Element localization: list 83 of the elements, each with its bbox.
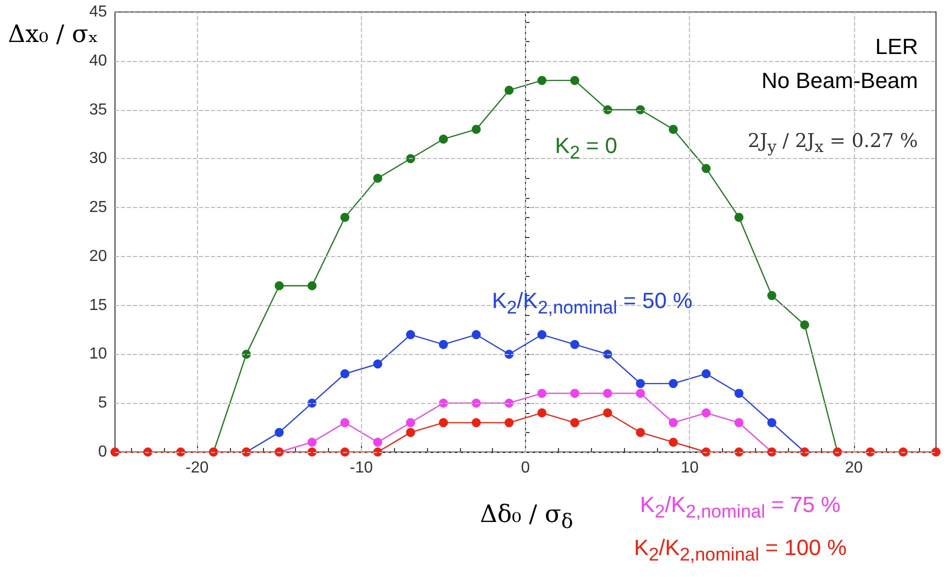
point — [800, 320, 810, 330]
x-tick-label: -20 — [186, 460, 209, 476]
point — [373, 438, 382, 447]
point — [308, 438, 317, 447]
point — [373, 360, 382, 368]
point — [340, 212, 350, 222]
x-tick-label: -10 — [350, 460, 373, 476]
point — [767, 291, 776, 300]
point — [537, 408, 546, 418]
point — [340, 418, 350, 428]
point — [603, 105, 612, 114]
series-label: K$_{2}$ = 0 — [555, 133, 618, 164]
point — [537, 76, 546, 85]
y-tick-label: 40 — [89, 52, 108, 70]
point — [702, 448, 711, 456]
annotation: LER — [875, 34, 918, 60]
x-axis-title: Δδ₀ / σ$_{δ}$ — [480, 500, 574, 533]
point — [734, 418, 744, 428]
annotation: No Beam-Beam — [761, 68, 918, 94]
point — [406, 428, 416, 437]
point — [734, 212, 744, 222]
point — [570, 418, 580, 428]
point — [636, 388, 645, 398]
point — [472, 398, 481, 408]
point — [438, 340, 448, 349]
point — [504, 86, 514, 95]
y-tick-label: 5 — [98, 394, 108, 412]
point — [274, 281, 284, 290]
point — [668, 379, 678, 388]
point — [734, 448, 744, 456]
point — [143, 448, 152, 456]
point — [308, 281, 317, 290]
point — [570, 388, 580, 398]
y-axis-title: Δx₀ / σₓ — [8, 20, 98, 48]
text: K$_{2}$/K$_{2,nominal}$ = 75 % — [640, 492, 840, 522]
point — [668, 438, 678, 447]
point — [898, 448, 908, 456]
point — [472, 330, 481, 340]
point — [438, 134, 448, 144]
x-tick-label: 10 — [680, 460, 699, 476]
point — [472, 124, 481, 134]
y-tick-label: 15 — [89, 296, 108, 314]
point — [472, 418, 481, 428]
x-tick-label: 0 — [521, 460, 530, 476]
point — [570, 76, 580, 85]
point — [734, 388, 744, 398]
point — [702, 164, 711, 173]
point — [537, 388, 546, 398]
point — [340, 369, 350, 378]
point — [438, 418, 448, 428]
point — [702, 408, 711, 418]
point — [110, 448, 120, 456]
point — [603, 388, 612, 398]
point — [636, 428, 645, 437]
y-tick-label: 30 — [89, 150, 108, 168]
point — [308, 448, 317, 456]
point — [274, 428, 284, 437]
point — [340, 448, 350, 456]
annotation: 2J$_{y}$ / 2J$_{x}$ = 0.27 % — [748, 130, 918, 156]
y-tick-label: 0 — [98, 444, 108, 460]
point — [504, 418, 514, 428]
point — [570, 340, 580, 349]
point — [537, 330, 546, 340]
point — [406, 154, 416, 164]
point — [636, 379, 645, 388]
x-tick-label: 20 — [845, 460, 863, 476]
y-tick-label: 20 — [89, 248, 108, 265]
point — [603, 408, 612, 418]
text: K$_{2}$/K$_{2,nominal}$ = 100 % — [634, 535, 847, 566]
point — [932, 448, 940, 456]
point — [603, 350, 612, 359]
y-tick-label: 25 — [89, 199, 108, 216]
y-tick-label: 35 — [89, 101, 108, 118]
point — [406, 418, 416, 428]
point — [406, 330, 416, 340]
point — [668, 418, 678, 428]
y-tick-label: 10 — [89, 346, 108, 363]
series-label: K$_{2}$/K$_{2,nominal}$ = 50 % — [492, 288, 692, 318]
point — [767, 418, 776, 428]
y-tick-label: 45 — [89, 4, 108, 20]
point — [668, 124, 678, 134]
point — [373, 174, 382, 183]
point — [702, 369, 711, 378]
